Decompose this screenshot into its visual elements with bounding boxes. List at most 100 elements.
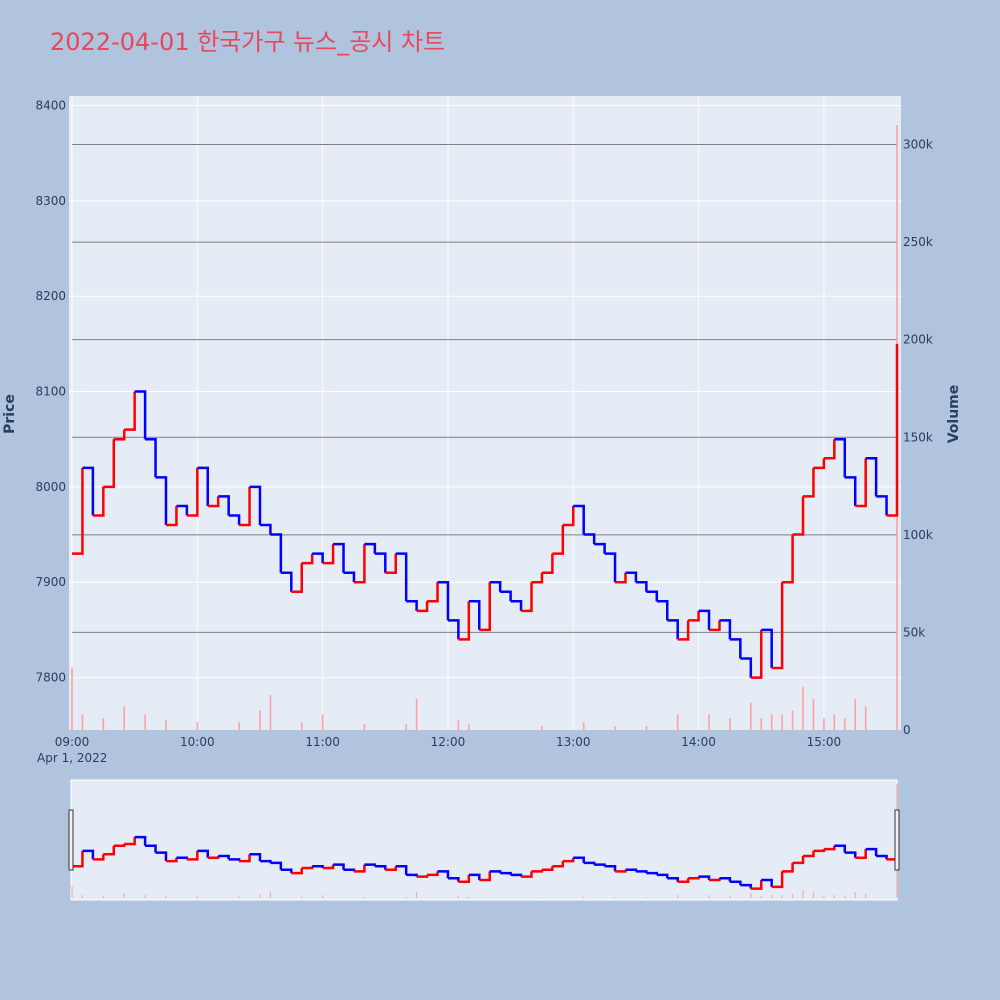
range-slider-candle [333,863,345,870]
range-slider-candle [124,837,136,846]
volume-bar [363,724,366,730]
volume-tick-label: 250k [903,235,933,249]
price-candle [479,582,491,632]
volume-bar [71,667,73,730]
time-tick-label: 12:00 [431,735,466,749]
time-tick-label: 15:00 [807,735,842,749]
volume-bar [708,714,710,730]
volume-bar [238,722,240,730]
volume-bar [791,710,794,730]
range-slider-candle [521,871,533,878]
range-slider-volume-bar [269,891,272,898]
range-slider-volume-bar [196,896,198,898]
volume-tick-label: 50k [903,625,925,639]
price-candle [427,582,439,603]
range-slider-volume-bar [468,896,470,898]
price-candle [844,476,857,506]
range-slider-volume-bar [102,895,104,898]
range-slider-candle [573,856,585,863]
volume-bar [812,698,815,730]
price-candle [489,580,502,592]
time-tick-label: 11:00 [305,735,340,749]
price-candle [145,437,157,478]
volume-bar [843,718,846,730]
range-slider-volume-bar [823,895,825,898]
price-candle [740,657,753,678]
range-slider-candle [803,850,815,858]
volume-bar [123,706,126,730]
time-axis-ticks: 09:00 10:00 11:00 12:00 13:00 14:00 15:00 [55,735,841,749]
price-candle [155,476,168,526]
time-tick-label: 09:00 [55,735,90,749]
price-tick-label: 8100 [35,385,66,399]
range-slider-volume-bar [844,895,846,898]
range-slider-volume-bar [363,896,366,898]
range-slider-candle [197,849,210,858]
range-slider-volume-bar [144,895,146,898]
price-candle [113,429,126,441]
range-slider-candle [458,874,471,883]
range-slider-candle [792,856,805,865]
range-slider-candle [72,850,84,868]
range-slider[interactable] [70,779,898,901]
price-candle [72,467,84,555]
range-slider-candle [103,845,116,856]
range-slider-candle [468,873,481,880]
volume-bar [582,722,585,730]
range-slider-candle [92,854,105,861]
price-candle [729,638,742,659]
range-slider-candle [82,849,95,860]
range-slider-preview [71,784,899,898]
price-candle [771,582,784,670]
price-candle [395,552,408,602]
price-candle [552,525,565,555]
range-slider-candle [855,849,867,859]
range-slider-candle [186,850,199,861]
range-slider-volume-bar [301,896,303,898]
price-candle [207,496,220,508]
price-candle [855,458,867,508]
price-candle [270,533,283,573]
volume-tick-label: 0 [903,723,911,737]
range-slider-volume-bar [771,895,773,898]
volume-bar [854,698,857,730]
range-slider-volume-bar [645,897,647,898]
range-slider-volume-bar [729,895,731,898]
price-candle [521,582,533,613]
range-slider-candle [604,865,617,872]
price-candle [709,620,721,632]
volume-bar [729,718,731,730]
price-candle [186,467,199,517]
range-slider-candle [834,844,847,853]
range-slider-volume-bar [750,892,752,898]
price-candle [134,390,147,440]
volume-bar [102,718,105,730]
range-slider-right-handle[interactable] [894,809,900,871]
price-candle [541,553,554,574]
volume-bar [144,714,146,730]
volume-bar [415,698,418,730]
time-tick-label: 14:00 [681,735,716,749]
volume-bar [259,710,261,730]
volume-tick-label: 300k [903,138,933,152]
volume-tick-label: 200k [903,333,933,347]
price-candle [604,552,617,583]
range-slider-candle [750,880,763,890]
range-slider-candle [437,870,450,879]
range-slider-candle [761,878,773,887]
range-slider-volume-bar [854,892,856,898]
volume-bar [676,714,679,730]
range-slider-left-handle[interactable] [68,809,74,871]
price-candle [667,619,679,640]
range-slider-candle [353,864,366,873]
price-candle [374,552,387,573]
price-candle [218,495,230,516]
price-candle [813,458,826,470]
price-candle [165,505,178,527]
price-candle [82,466,95,516]
price-candle [635,580,648,592]
price-candles [72,343,899,679]
price-candle [625,571,638,583]
price-candle [197,466,210,506]
